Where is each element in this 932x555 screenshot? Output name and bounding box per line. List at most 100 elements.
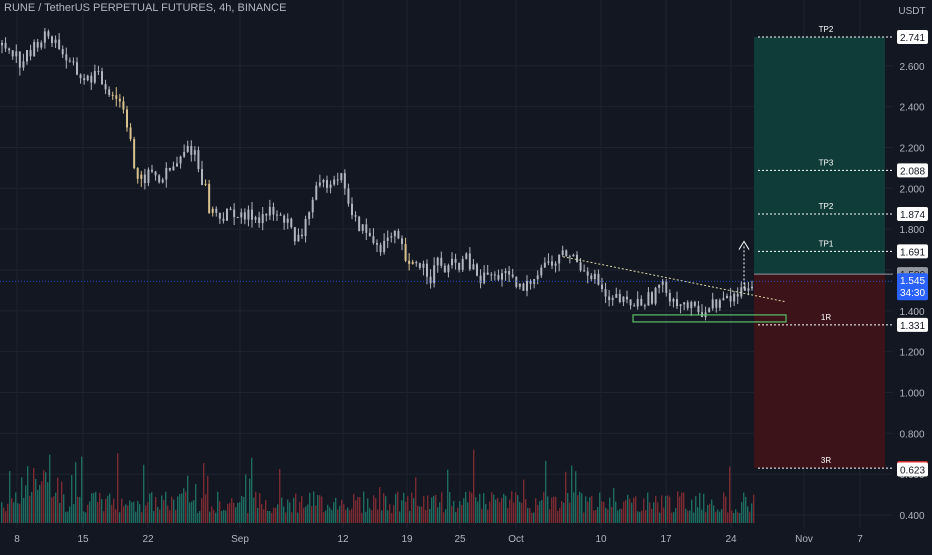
volume-bar (417, 505, 419, 523)
volume-bar (13, 502, 15, 523)
volume-bar (573, 492, 575, 523)
time-tick-label: 24 (725, 534, 737, 545)
candle-body (683, 302, 686, 305)
volume-bar (295, 493, 297, 523)
candle-body (401, 238, 403, 245)
volume-bar (609, 497, 611, 523)
price-badge-label: 2.088 (900, 166, 925, 177)
candle-body (497, 274, 500, 280)
volume-bar (197, 512, 199, 523)
price-tick-label: 1.200 (899, 348, 924, 359)
volume-bar (745, 496, 747, 523)
volume-bar (495, 499, 497, 523)
volume-bar (397, 491, 399, 523)
volume-bar (669, 496, 671, 523)
volume-bar (693, 512, 695, 523)
volume-bar (193, 500, 195, 523)
volume-bar (57, 477, 59, 523)
volume-bar (655, 495, 657, 523)
candle-body (640, 298, 643, 306)
volume-bar (569, 502, 571, 523)
volume-bar (11, 498, 13, 523)
target-level-label: TP1 (819, 239, 834, 248)
candle-body (279, 214, 282, 216)
volume-bar (379, 487, 381, 523)
volume-bar (681, 492, 683, 523)
volume-bar (719, 511, 721, 523)
candle-body (76, 62, 78, 75)
volume-bar (721, 509, 723, 523)
candle-body (643, 305, 646, 307)
volume-bar (543, 492, 545, 523)
volume-bar (155, 497, 157, 523)
volume-bar (445, 509, 447, 523)
candle-body (322, 180, 325, 183)
volume-bar (461, 504, 463, 523)
volume-bar (697, 507, 699, 523)
candle-body (26, 50, 28, 62)
volume-bar (713, 505, 715, 523)
volume-bar (475, 497, 477, 523)
target-level-label: TP2 (819, 202, 834, 211)
candle-body (343, 173, 346, 189)
volume-bar (701, 509, 703, 523)
volume-bar (539, 501, 541, 523)
symbol-title: RUNE / TetherUS PERPETUAL FUTURES, 4h, B… (4, 2, 287, 14)
candle-body (651, 292, 653, 304)
volume-bar (743, 492, 745, 523)
candle-body (476, 264, 478, 276)
volume-bar (227, 503, 229, 523)
volume-bar (483, 493, 485, 523)
axis-currency: USDT (898, 6, 925, 17)
candle-body (108, 89, 111, 95)
volume-bar (473, 449, 475, 523)
candle-body (458, 262, 461, 270)
volume-bar (523, 479, 525, 523)
candle-body (561, 250, 564, 255)
candle-body (186, 145, 189, 153)
volume-bar (139, 504, 141, 523)
time-axis[interactable]: 8 15 22 Sep 12 19 25 Oct 10 17 24 Nov 7 (0, 528, 893, 550)
volume-bar (439, 502, 441, 523)
volume-bar (657, 502, 659, 523)
price-tick-label: 2.600 (899, 62, 924, 73)
volume-bar (209, 511, 211, 523)
volume-bar (733, 512, 735, 523)
candle-body (743, 287, 746, 291)
candle-body (604, 289, 607, 297)
volume-bar (555, 496, 557, 523)
candle-body (61, 49, 64, 55)
volume-bar (241, 495, 243, 523)
volume-bar (41, 481, 43, 523)
time-tick-label: 10 (595, 534, 607, 545)
price-axis[interactable]: USDT2.6002.4002.2002.0001.8001.6001.4001… (893, 0, 932, 550)
volume-bar (237, 502, 239, 523)
volume-bar (259, 493, 261, 523)
volume-bar (705, 512, 707, 523)
candle-body (122, 101, 125, 110)
volume-bar (325, 510, 327, 523)
volume-bar (271, 512, 273, 523)
candle-body (204, 183, 207, 185)
candle-body (518, 283, 521, 287)
candle-body (722, 298, 725, 301)
volume-bar (23, 497, 25, 523)
volume-bar (103, 511, 105, 523)
price-badge (897, 244, 928, 259)
volume-bar (751, 503, 753, 523)
volume-bar (265, 500, 267, 523)
candle-body (218, 212, 221, 219)
price-tick-label: 0.400 (899, 511, 924, 522)
volume-bar (577, 495, 579, 523)
candle-body (215, 208, 218, 213)
volume-bar (395, 493, 397, 523)
candle-body (361, 224, 364, 231)
volume-bar (263, 509, 265, 523)
volume-bar (457, 507, 459, 523)
candle-body (208, 183, 211, 213)
volume-bar (307, 504, 309, 523)
volume-bar (251, 457, 253, 523)
candle-body (54, 39, 57, 43)
